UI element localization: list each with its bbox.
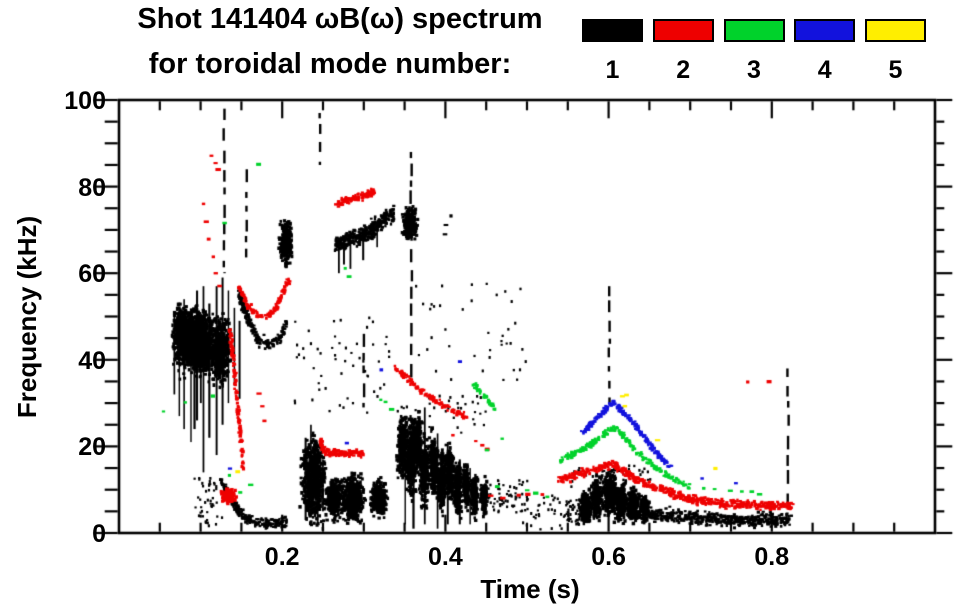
x-axis-title: Time (s) bbox=[480, 574, 580, 604]
